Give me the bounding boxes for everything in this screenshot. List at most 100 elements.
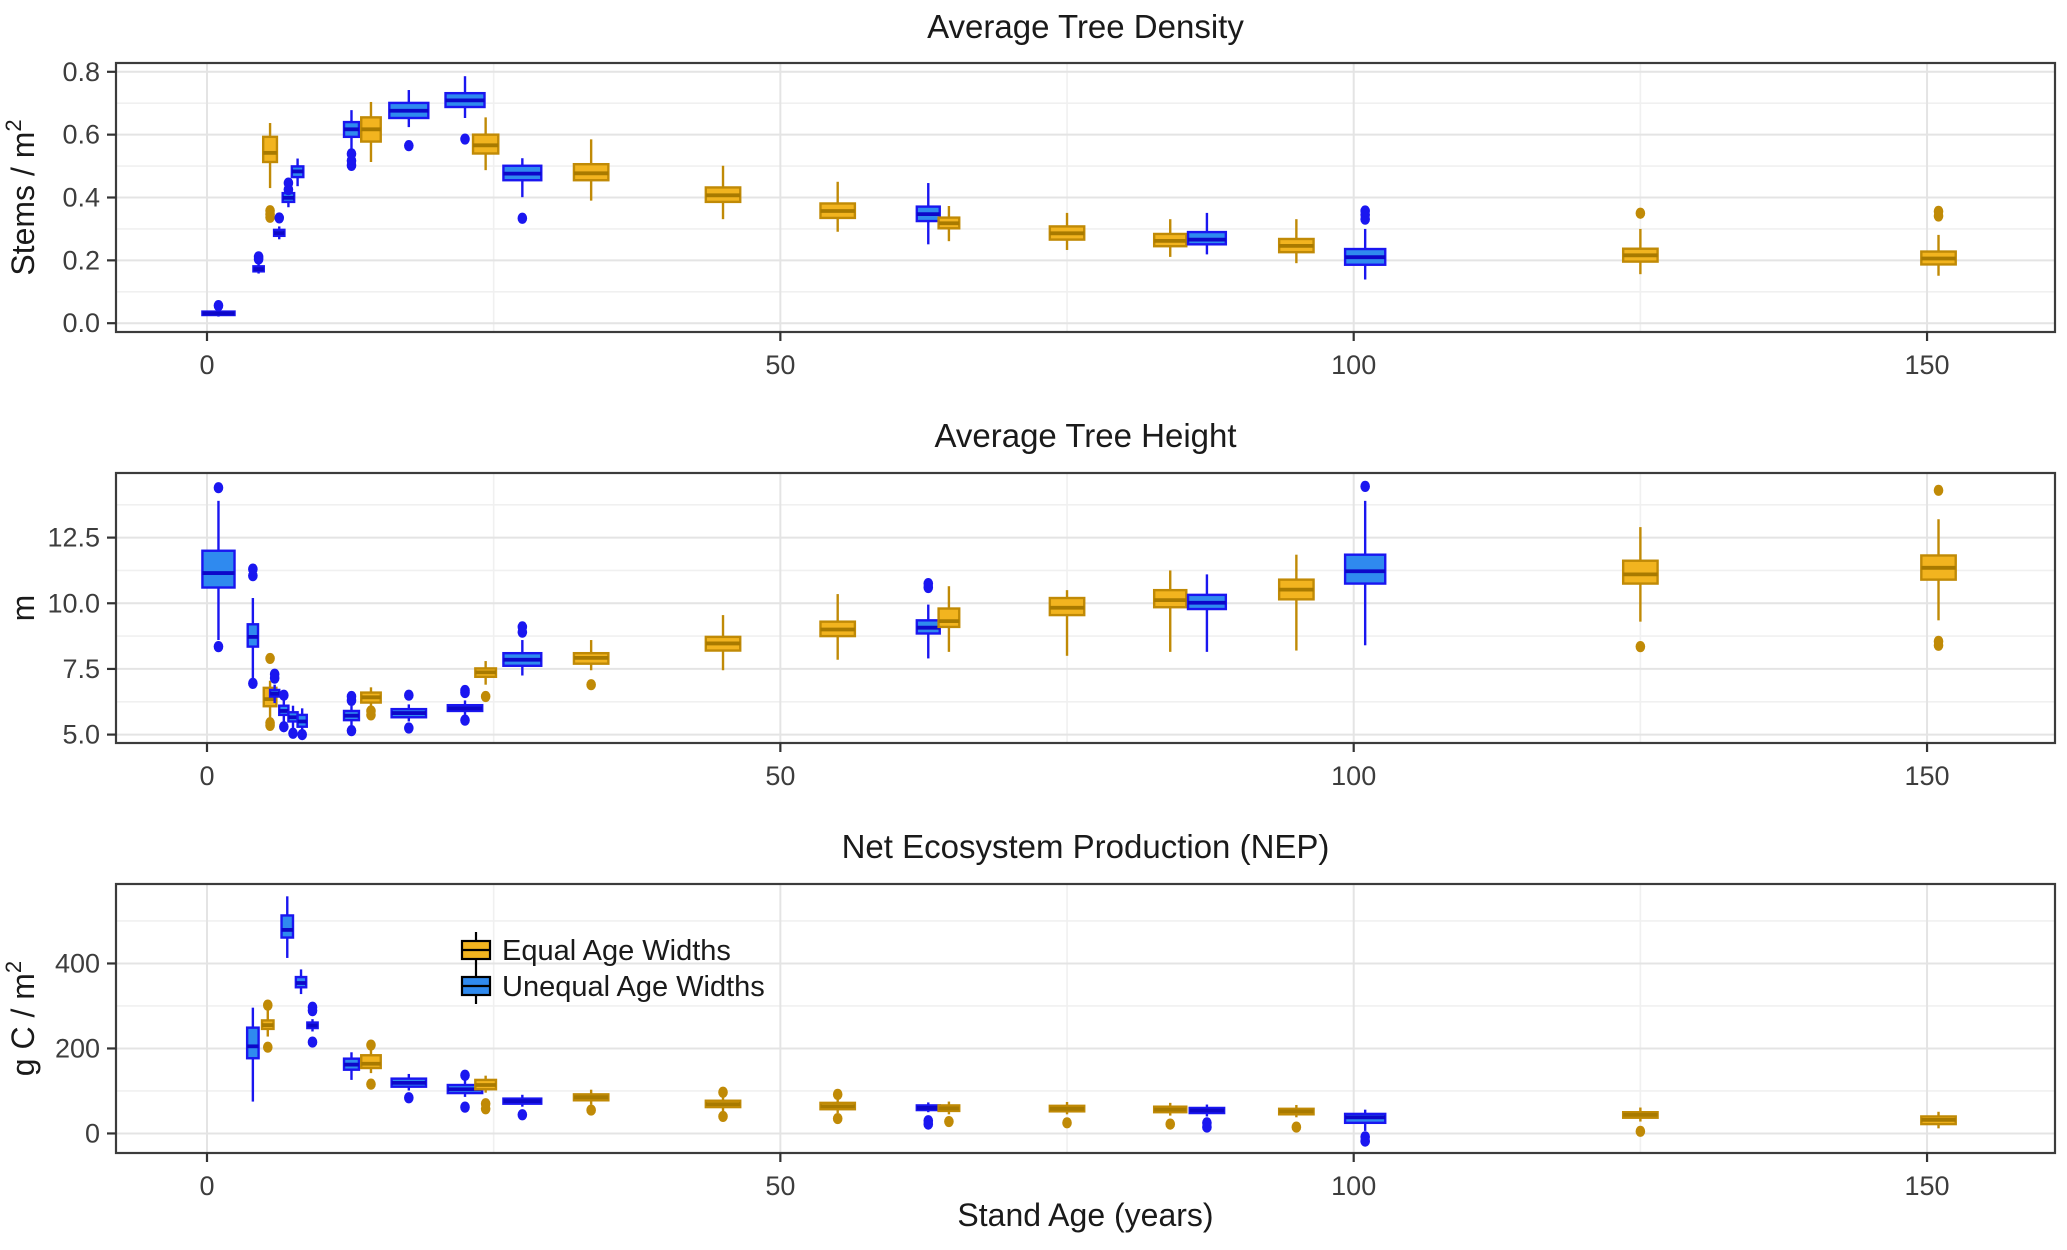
x-tick-label: 100: [1331, 1171, 1376, 1201]
y-tick-label: 200: [55, 1033, 100, 1063]
panel-1: 0 50 100 150 0.0 0.2 0.4 0.6 0.8 Average Tree Den…: [1, 8, 2057, 380]
unequal-boxplot: [915, 183, 941, 245]
equal-boxplot: [1621, 1107, 1659, 1137]
outlier-point: [517, 626, 528, 638]
unequal-boxplot: [294, 969, 308, 995]
x-tick-label: 50: [765, 761, 795, 791]
equal-boxplot: [1621, 527, 1659, 653]
unequal-boxplot: [342, 110, 361, 172]
equal-boxplot: [471, 117, 500, 171]
equal-boxplot: [937, 205, 961, 242]
unequal-boxplot: [915, 577, 941, 659]
panel-title: Net Ecosystem Production (NEP): [842, 828, 1330, 865]
y-axis-title: m: [5, 595, 41, 622]
unequal-boxplot: [201, 300, 236, 317]
equal-boxplot: [704, 615, 742, 671]
outlier-point: [274, 212, 285, 224]
outlier-point: [1360, 1135, 1370, 1147]
outlier-point: [288, 727, 298, 739]
x-tick-label: 150: [1905, 761, 1950, 791]
outlier-point: [283, 184, 294, 196]
equal-boxplot: [1277, 219, 1315, 264]
unequal-boxplot: [296, 708, 308, 741]
y-tick-label: 0.8: [62, 57, 100, 87]
unequal-boxplot: [1343, 1109, 1387, 1147]
outlier-point: [404, 722, 414, 734]
unequal-boxplot: [278, 689, 290, 733]
outlier-point: [460, 133, 470, 145]
y-tick-label: 0.6: [62, 120, 100, 150]
equal-boxplot: [474, 1075, 498, 1115]
equal-boxplot: [1277, 1104, 1315, 1133]
unequal-boxplot: [390, 1073, 428, 1104]
equal-boxplot: [261, 123, 279, 223]
equal-boxplot: [1920, 1111, 1957, 1129]
unequal-boxplot: [280, 896, 295, 958]
outlier-point: [213, 482, 224, 494]
unequal-boxplot: [1186, 212, 1228, 255]
y-tick-label: 7.5: [62, 654, 100, 684]
unequal-boxplot: [502, 158, 543, 224]
unequal-boxplot: [1343, 205, 1387, 280]
equal-boxplot: [360, 101, 382, 162]
outlier-point: [1933, 484, 1944, 496]
unequal-boxplot: [290, 158, 305, 187]
outlier-point: [718, 1086, 728, 1098]
iqr-box: [1343, 553, 1387, 585]
equal-boxplot: [474, 661, 498, 703]
outlier-point: [1635, 207, 1646, 219]
outlier-point: [832, 1088, 843, 1100]
iqr-box: [1621, 559, 1659, 585]
x-tick-label: 100: [1331, 761, 1376, 791]
equal-boxplot: [819, 1088, 857, 1125]
outlier-point: [366, 1039, 376, 1051]
iqr-box: [245, 1026, 260, 1060]
outlier-point: [265, 652, 275, 665]
outlier-point: [265, 205, 275, 217]
gridlines: [116, 473, 2055, 743]
outlier-point: [1635, 1125, 1646, 1137]
outlier-point: [404, 140, 414, 152]
unequal-boxplot: [446, 684, 484, 726]
unequal-boxplot: [1188, 1104, 1226, 1133]
unequal-boxplot: [1186, 574, 1228, 652]
outlier-point: [460, 684, 470, 697]
x-tick-label: 50: [765, 1171, 795, 1201]
outlier-point: [297, 728, 307, 741]
equal-boxplot: [704, 165, 742, 220]
unequal-boxplot: [1343, 480, 1387, 646]
outlier-point: [269, 672, 280, 684]
equal-boxplot: [1621, 207, 1659, 275]
outlier-point: [248, 677, 258, 689]
outlier-point: [480, 1103, 491, 1115]
equal-boxplot: [1920, 205, 1957, 276]
outlier-point: [262, 999, 273, 1011]
panel-title: Average Tree Height: [934, 417, 1236, 454]
iqr-box: [261, 135, 279, 164]
iqr-box: [360, 1054, 382, 1070]
legend-label: Unequal Age Widths: [502, 971, 765, 1003]
equal-boxplot: [819, 181, 857, 232]
outlier-point: [366, 1078, 376, 1090]
outlier-point: [213, 300, 224, 312]
outlier-point: [404, 689, 414, 701]
unequal-boxplot: [252, 251, 265, 274]
outlier-point: [346, 725, 357, 737]
panel-3: 0 50 100 150 0 200 400 Net Ecosystem Production…: [1, 828, 2057, 1201]
outlier-point: [517, 212, 528, 224]
outlier-point: [248, 570, 258, 582]
equal-boxplot: [704, 1086, 742, 1123]
equal-boxplot: [1920, 484, 1957, 651]
unequal-boxplot: [342, 1052, 361, 1080]
panel-2: 0 50 100 150 5.0 7.5 10.0 12.5 Average Tree Heig…: [5, 417, 2057, 791]
legend-key-equal: [460, 932, 492, 968]
outlier-point: [923, 1118, 934, 1130]
outlier-point: [253, 251, 264, 263]
unequal-boxplot: [388, 90, 430, 152]
panel-background: [116, 473, 2055, 743]
y-tick-label: 0.0: [62, 308, 100, 338]
legend: Equal Age Widths Unequal Age Widths: [460, 932, 765, 1004]
outlier-point: [517, 1109, 528, 1121]
